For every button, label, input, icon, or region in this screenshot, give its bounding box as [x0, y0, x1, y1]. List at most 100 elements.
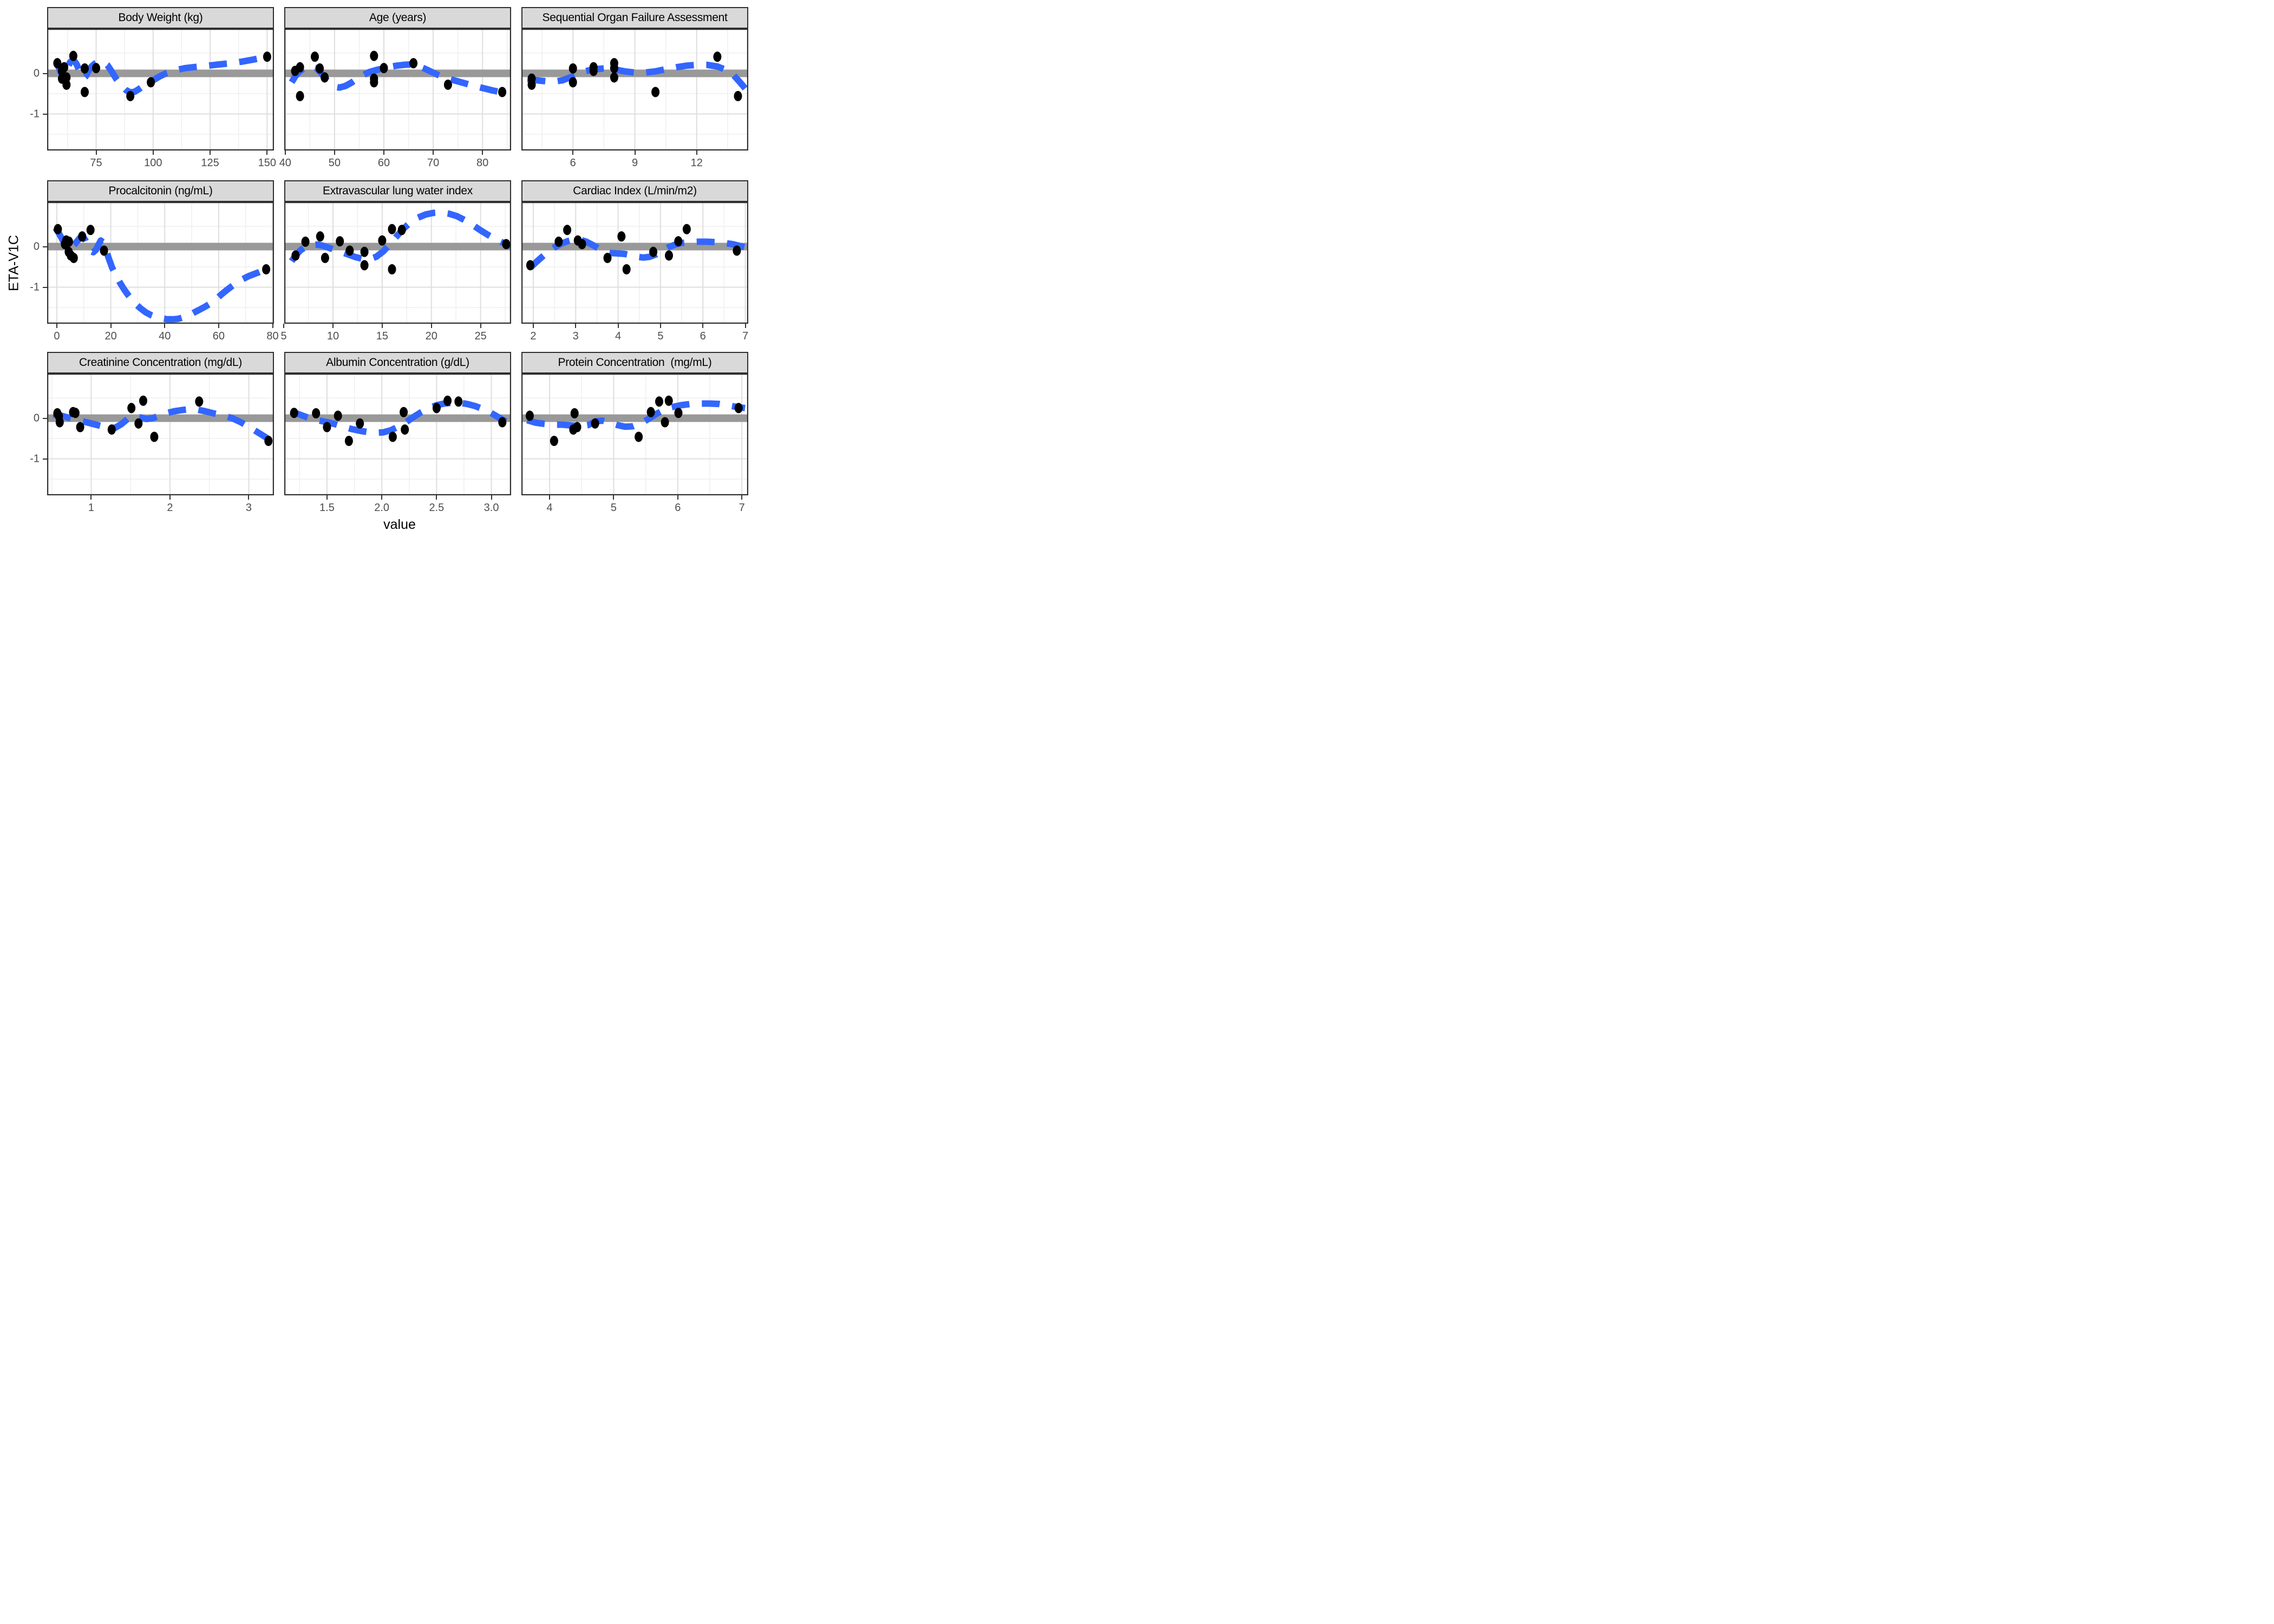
- data-point: [526, 260, 534, 271]
- faceted-eta-plot: ETA-V1C value Body Weight (kg) 75 100 125 15…: [0, 0, 758, 541]
- x-tick-mark: [284, 150, 286, 155]
- x-tick-mark: [549, 495, 551, 500]
- panel-border: [521, 374, 748, 495]
- data-point: [262, 264, 271, 274]
- data-points: [525, 395, 743, 446]
- data-point: [127, 403, 136, 414]
- x-tick-label: 10: [326, 330, 339, 342]
- x-tick-label: 3.0: [483, 502, 499, 514]
- x-tick-mark: [702, 324, 704, 328]
- data-point: [563, 225, 572, 235]
- x-tick-label: 7: [742, 330, 749, 342]
- loess-smooth-line: [289, 209, 511, 263]
- y-tick-mark: [43, 246, 47, 247]
- x-tick-label: 7: [739, 502, 745, 514]
- x-tick-label: 50: [328, 157, 341, 169]
- x-tick-mark: [56, 324, 57, 328]
- data-point: [81, 87, 89, 97]
- data-points: [53, 395, 273, 446]
- loess-smooth-line: [53, 406, 273, 443]
- facet-panel: [284, 374, 511, 495]
- y-tick-mark: [43, 286, 47, 288]
- data-point: [674, 236, 683, 247]
- x-tick-label: 5: [657, 330, 664, 342]
- data-points: [291, 50, 507, 101]
- x-tick-mark: [634, 150, 636, 155]
- facet-panel: [521, 202, 748, 324]
- facet-panel: [521, 29, 748, 150]
- y-tick-label: 0: [33, 240, 40, 252]
- x-tick-label: 80: [476, 157, 489, 169]
- facet-title: Cardiac Index (L/min/m2): [573, 185, 697, 197]
- facet-strip: Cardiac Index (L/min/m2): [521, 180, 748, 202]
- panel-background: [284, 202, 511, 324]
- y-tick-mark: [43, 458, 47, 460]
- x-tick-label: 2.0: [374, 502, 390, 514]
- data-points: [291, 224, 511, 274]
- data-point: [380, 63, 388, 74]
- x-tick-label: 0: [54, 330, 60, 342]
- data-point: [78, 231, 87, 242]
- x-tick-mark: [283, 324, 285, 328]
- facet-title: Protein Concentration (mg/mL): [558, 356, 712, 369]
- x-tick-label: 4: [546, 502, 553, 514]
- data-point: [498, 87, 507, 97]
- data-point: [321, 72, 329, 83]
- panel-border: [521, 29, 748, 150]
- data-point: [86, 225, 95, 235]
- data-point: [55, 417, 64, 428]
- data-point: [498, 417, 507, 428]
- data-point: [344, 436, 353, 446]
- data-point: [568, 63, 577, 74]
- x-tick-label: 100: [144, 157, 162, 169]
- data-point: [443, 395, 452, 406]
- x-tick-mark: [266, 150, 268, 155]
- data-point: [296, 91, 304, 101]
- facet-title: Albumin Concentration (g/dL): [326, 356, 469, 369]
- data-point: [734, 91, 742, 101]
- gridlines: [521, 202, 748, 324]
- data-point: [296, 62, 304, 73]
- data-point: [635, 431, 643, 442]
- x-tick-mark: [218, 324, 219, 328]
- facet-panel: [284, 202, 511, 324]
- data-point: [71, 408, 80, 418]
- data-point: [388, 264, 396, 274]
- y-tick-mark: [43, 417, 47, 419]
- x-tick-label: 3: [572, 330, 579, 342]
- facet-strip: Procalcitonin (ng/mL): [47, 180, 274, 202]
- data-point: [622, 264, 631, 274]
- panel-background: [47, 374, 274, 495]
- x-tick-mark: [696, 150, 697, 155]
- x-tick-mark: [433, 150, 434, 155]
- data-points: [290, 395, 507, 446]
- x-tick-mark: [164, 324, 166, 328]
- data-point: [591, 418, 599, 429]
- data-point: [733, 245, 741, 256]
- x-tick-label: 12: [690, 157, 703, 169]
- data-point: [400, 407, 408, 417]
- x-tick-mark: [381, 324, 383, 328]
- data-point: [370, 77, 378, 88]
- data-point: [617, 231, 626, 242]
- facet-panel: [47, 29, 274, 150]
- data-point: [316, 231, 324, 242]
- data-point: [661, 417, 669, 428]
- facet-title: Procalcitonin (ng/mL): [108, 185, 213, 197]
- facet-panel: [521, 374, 748, 495]
- panel-border: [284, 202, 511, 324]
- x-tick-label: 25: [474, 330, 487, 342]
- data-point: [64, 237, 73, 247]
- panel-border: [284, 29, 511, 150]
- data-points: [527, 51, 742, 101]
- loess-smooth-line: [53, 53, 271, 96]
- facet-strip: Protein Concentration (mg/mL): [521, 352, 748, 374]
- data-point: [290, 408, 298, 418]
- data-point: [649, 246, 658, 257]
- x-tick-mark: [334, 150, 335, 155]
- facet-title: Age (years): [369, 11, 427, 24]
- data-point: [345, 245, 354, 256]
- data-point: [443, 80, 452, 90]
- x-tick-label: 40: [159, 330, 171, 342]
- data-point: [311, 51, 319, 62]
